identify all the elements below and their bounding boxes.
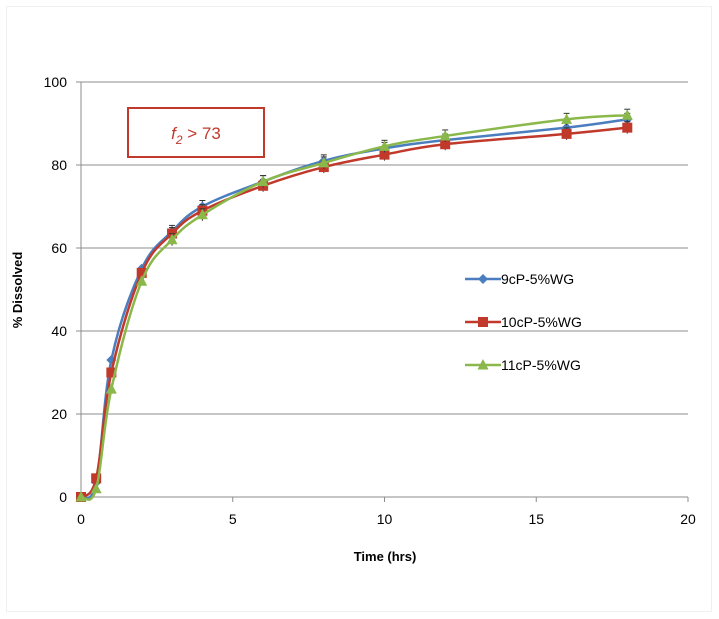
- legend-item-1: 10cP-5%WG: [465, 314, 582, 330]
- legend: 9cP-5%WG 10cP-5%WG 11cP-5%WG: [465, 271, 582, 373]
- y-tick-label-0: 0: [59, 489, 67, 505]
- legend-item-0: 9cP-5%WG: [465, 271, 574, 287]
- legend-label-1: 10cP-5%WG: [501, 314, 582, 330]
- tick-labels: 0 20 40 60 80 100 0 5 10 15 20: [44, 74, 696, 527]
- data-point-1-2: [106, 367, 117, 378]
- annotation-rest: > 73: [183, 124, 221, 143]
- data-point-2-0: [75, 491, 87, 502]
- y-tick-label-5: 100: [44, 74, 68, 90]
- data-point-2-4: [166, 233, 178, 245]
- data-point-2-1: [90, 482, 102, 494]
- chart-frame: [6, 6, 712, 612]
- data-point-2-8: [379, 140, 390, 151]
- x-tick-label-2: 10: [377, 511, 393, 527]
- series-line-2: [80, 113, 628, 501]
- series-1: [76, 121, 633, 502]
- legend-marker-1: [478, 317, 488, 327]
- data-point-1-1: [91, 473, 102, 484]
- grid-lines: [81, 81, 688, 415]
- legend-label-0: 9cP-5%WG: [501, 271, 574, 287]
- x-tick-label-1: 5: [229, 511, 237, 527]
- series-layer: [75, 108, 633, 502]
- data-point-2-3: [136, 275, 148, 286]
- data-point-1-10: [561, 128, 572, 139]
- data-point-2-7: [318, 156, 330, 168]
- data-point-2-2: [105, 383, 117, 394]
- annotation-subscript: 2: [175, 133, 183, 147]
- series-2: [75, 108, 633, 502]
- series-line-0: [80, 118, 628, 500]
- annotation-box: f2 > 73: [127, 107, 265, 158]
- y-axis-title: % Dissolved: [10, 252, 25, 329]
- data-point-2-10: [561, 113, 573, 124]
- data-point-1-3: [136, 267, 147, 278]
- annotation-border: [127, 107, 265, 158]
- legend-label-2: 11cP-5%WG: [501, 357, 581, 373]
- y-tick-label-1: 20: [51, 406, 67, 422]
- series-0: [76, 112, 633, 502]
- annotation-symbol: f: [171, 124, 178, 143]
- legend-marker-0: [478, 274, 488, 284]
- series-line-1: [80, 126, 628, 499]
- data-point-1-8: [379, 149, 390, 160]
- x-tick-label-0: 0: [77, 511, 85, 527]
- data-point-2-5: [196, 208, 208, 220]
- x-tick-label-4: 20: [680, 511, 696, 527]
- data-point-1-9: [440, 139, 451, 150]
- x-tick-label-3: 15: [528, 511, 544, 527]
- data-point-2-11: [621, 109, 633, 120]
- data-point-2-9: [439, 129, 451, 141]
- data-point-2-6: [257, 175, 269, 187]
- data-point-1-11: [622, 122, 633, 133]
- y-tick-label-3: 60: [51, 240, 67, 256]
- legend-item-2: 11cP-5%WG: [465, 357, 581, 373]
- y-tick-label-2: 40: [51, 323, 67, 339]
- annotation-text: f2 > 73: [171, 124, 221, 147]
- x-axis-title: Time (hrs): [354, 549, 417, 564]
- legend-marker-2: [477, 359, 489, 370]
- y-tick-label-4: 80: [51, 157, 67, 173]
